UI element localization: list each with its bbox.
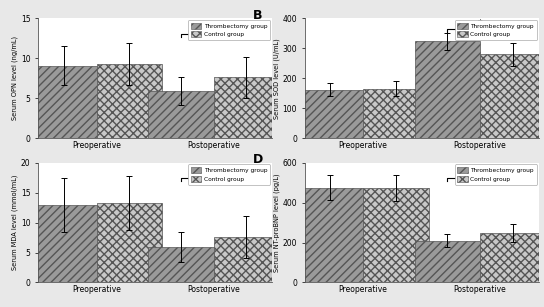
Bar xyxy=(213,237,279,282)
Bar xyxy=(148,247,213,282)
Text: *: * xyxy=(211,168,216,178)
Bar xyxy=(363,188,429,282)
Y-axis label: Serum SOD level (U/mL): Serum SOD level (U/mL) xyxy=(273,38,280,119)
Legend: Thrombectomy group, Control group: Thrombectomy group, Control group xyxy=(455,20,537,40)
Y-axis label: Serum NT-proBNP level (pg/L): Serum NT-proBNP level (pg/L) xyxy=(273,173,280,272)
Bar xyxy=(31,205,97,282)
Text: *: * xyxy=(211,23,216,33)
Y-axis label: Serum OPN level (ng/mL): Serum OPN level (ng/mL) xyxy=(11,36,18,120)
Text: B: B xyxy=(253,9,263,22)
Bar xyxy=(148,91,213,138)
Text: *: * xyxy=(478,19,483,29)
Bar xyxy=(213,77,279,138)
Bar xyxy=(298,90,363,138)
Bar xyxy=(363,89,429,138)
Bar xyxy=(31,65,97,138)
Bar xyxy=(480,233,544,282)
Bar xyxy=(415,41,480,138)
Bar xyxy=(480,54,544,138)
Y-axis label: Serum MDA level (mmol/mL): Serum MDA level (mmol/mL) xyxy=(11,175,18,270)
Bar xyxy=(97,64,162,138)
Text: *: * xyxy=(478,168,483,178)
Bar xyxy=(97,204,162,282)
Legend: Thrombectomy group, Control group: Thrombectomy group, Control group xyxy=(188,165,270,185)
Text: D: D xyxy=(253,153,263,166)
Legend: Thrombectomy group, Control group: Thrombectomy group, Control group xyxy=(188,20,270,40)
Bar xyxy=(298,188,363,282)
Bar xyxy=(415,240,480,282)
Legend: Thrombectomy group, Control group: Thrombectomy group, Control group xyxy=(455,165,537,185)
